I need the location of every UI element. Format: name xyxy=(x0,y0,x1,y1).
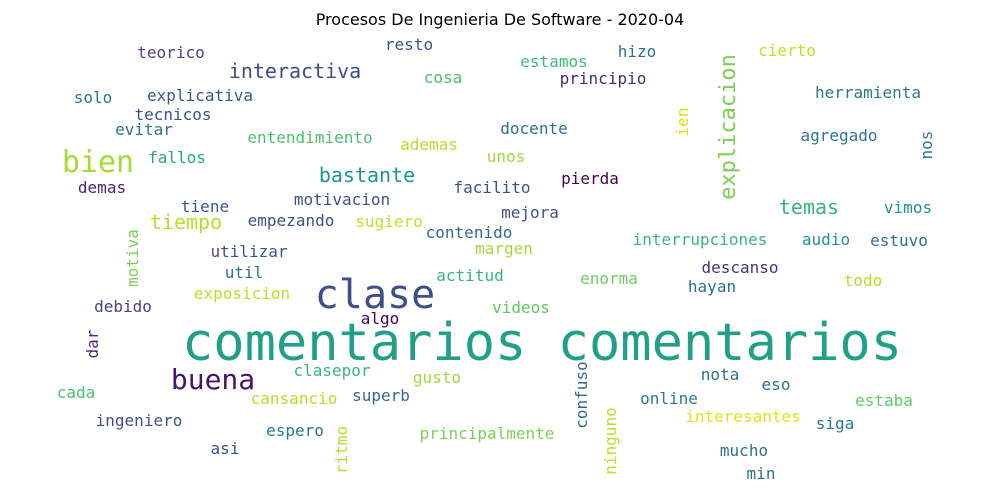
word-actitud: actitud xyxy=(436,266,504,285)
word-empezando: empezando xyxy=(247,211,335,230)
word-estuvo: estuvo xyxy=(870,231,928,250)
word-cada: cada xyxy=(56,383,96,402)
word-tiene: tiene xyxy=(180,197,230,216)
word-principalmente: principalmente xyxy=(419,424,555,443)
word-hayan: hayan xyxy=(687,277,737,296)
word-unos: unos xyxy=(486,147,526,166)
word-eso: eso xyxy=(761,375,791,394)
word-tiempo: tiempo xyxy=(149,210,223,234)
word-estaba: estaba xyxy=(855,391,913,410)
word-min: min xyxy=(746,464,776,483)
word-utilizar: utilizar xyxy=(210,242,288,261)
word-evitar: evitar xyxy=(115,120,173,139)
word-temas: temas xyxy=(778,195,840,219)
word-audio: audio xyxy=(801,230,851,249)
word-cierto: cierto xyxy=(758,41,816,60)
word-ademas: ademas xyxy=(400,135,458,154)
word-ritmo: ritmo xyxy=(332,425,351,475)
word-estamos: estamos xyxy=(520,52,588,71)
word-clase: clase xyxy=(314,272,436,318)
word-nota: nota xyxy=(700,365,740,384)
word-todo: todo xyxy=(843,271,883,290)
word-interactiva: interactiva xyxy=(228,59,362,83)
word-siga: siga xyxy=(815,414,855,433)
word-fallos: fallos xyxy=(148,148,206,167)
word-asi: asi xyxy=(210,439,240,458)
word-resto: resto xyxy=(384,35,434,54)
word-pierda: pierda xyxy=(561,169,619,188)
word-solo: solo xyxy=(73,88,113,107)
word-bien: bien xyxy=(61,145,135,180)
word-herramienta: herramienta xyxy=(815,83,921,102)
word-hizo: hizo xyxy=(617,42,657,61)
word-facilito: facilito xyxy=(453,178,531,197)
word-ingeniero: ingeniero xyxy=(95,411,183,430)
word-comentarios-comentarios: comentarios comentarios xyxy=(181,313,903,373)
word-debido: debido xyxy=(94,297,152,316)
word-clasepor: clasepor xyxy=(293,361,371,380)
word-motiva: motiva xyxy=(123,229,142,287)
word-entendimiento: entendimiento xyxy=(247,128,373,147)
word-principio: principio xyxy=(559,69,647,88)
word-teorico: teorico xyxy=(137,43,205,62)
word-explicativa: explicativa xyxy=(147,86,253,105)
word-docente: docente xyxy=(500,119,568,138)
word-videos: videos xyxy=(492,298,550,317)
word-confuso: confuso xyxy=(572,361,591,429)
word-cosa: cosa xyxy=(423,68,463,87)
word-motivacion: motivacion xyxy=(293,190,391,209)
word-interesantes: interesantes xyxy=(685,407,801,426)
word-tecnicos: tecnicos xyxy=(134,105,212,124)
word-ninguno: ninguno xyxy=(601,407,620,475)
word-exposicion: exposicion xyxy=(193,284,291,303)
word-agregado: agregado xyxy=(800,126,878,145)
word-nos: nos xyxy=(917,130,936,160)
word-algo: algo xyxy=(360,309,400,328)
word-contenido: contenido xyxy=(425,223,513,242)
word-interrupciones: interrupciones xyxy=(632,230,768,249)
word-ien: ien xyxy=(673,107,692,137)
word-explicacion: explicacion xyxy=(716,54,741,200)
word-sugiero: sugiero xyxy=(355,212,423,231)
word-buena: buena xyxy=(170,363,256,396)
word-vimos: vimos xyxy=(883,198,933,217)
word-cansancio: cansancio xyxy=(250,389,338,408)
word-bastante: bastante xyxy=(318,163,416,187)
word-online: online xyxy=(640,389,698,408)
word-superb: superb xyxy=(352,386,410,405)
word-espero: espero xyxy=(266,421,324,440)
word-enorma: enorma xyxy=(580,269,638,288)
word-mejora: mejora xyxy=(501,203,559,222)
word-util: util xyxy=(224,263,264,282)
word-mucho: mucho xyxy=(719,441,769,460)
word-margen: margen xyxy=(475,239,533,258)
word-gusto: gusto xyxy=(412,368,462,387)
word-dar: dar xyxy=(83,329,102,359)
chart-title: Procesos De Ingenieria De Software - 202… xyxy=(315,10,685,29)
word-descanso: descanso xyxy=(701,258,779,277)
word-demas: demas xyxy=(77,178,127,197)
